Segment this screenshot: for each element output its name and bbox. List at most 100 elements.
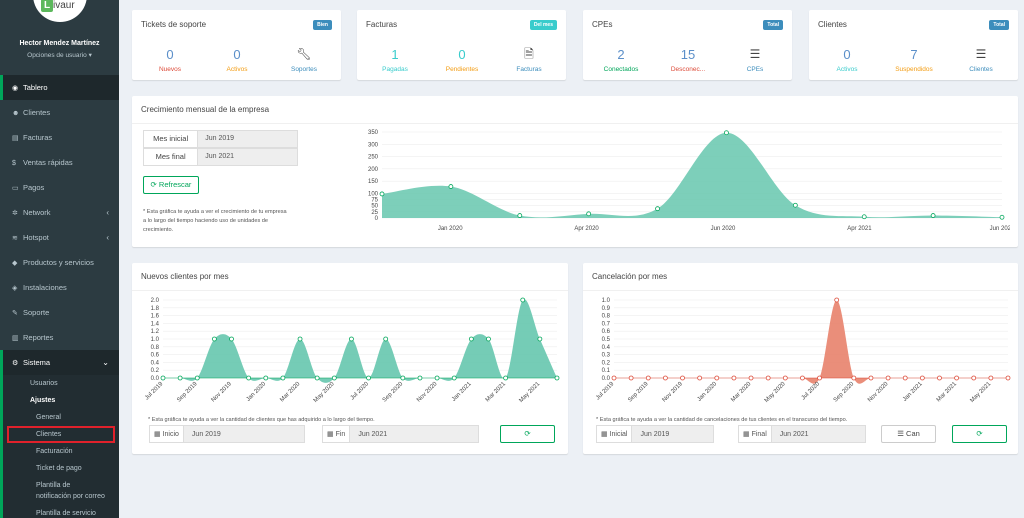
stat-cpes[interactable]: ☰ CPEs [720,47,790,73]
stat-suspendidos[interactable]: 7 Suspendidos [879,47,949,73]
user-options-link[interactable]: Opciones de usuario ▾ [27,52,92,59]
data-point [451,375,457,381]
y-tick-label: 250 [368,155,379,161]
data-point [280,375,286,381]
sidebar-item-network[interactable]: ✲ Network ‹ [0,200,119,225]
y-tick-label: 0.6 [602,329,611,335]
stat-desconectados[interactable]: 15 Desconec... [653,47,723,73]
sidebar-item-hotspot[interactable]: ≋ Hotspot ‹ [0,225,119,250]
stat-pagadas[interactable]: 1 Pagadas [360,47,430,73]
sidebar-item-label: Ventas rápidas [23,158,73,167]
y-tick-label: 0.6 [151,353,160,359]
data-point [503,375,509,381]
stat-facturas[interactable]: 🗎︎ Facturas [494,47,564,73]
stat-value: 7 [910,47,918,62]
x-tick-label: May 2020 [313,381,336,404]
sidebar-item-facturacion[interactable]: Facturación [36,448,73,455]
sidebar-item-general[interactable]: General [36,414,61,421]
chevron-down-icon: ⌄ [102,358,109,367]
stat-label: Conectados [603,66,639,73]
sidebar-item-ventas-r-pidas[interactable]: $ Ventas rápidas [0,150,119,175]
logo[interactable]: L ivaur [33,0,87,22]
mes-final-field[interactable]: Mes final Jun 2021 [143,148,298,166]
data-point [697,375,703,381]
field-value: Jun 2021 [770,425,866,443]
stat-soportes[interactable]: 🔧︎ Soportes [269,47,339,73]
sidebar-item-soporte[interactable]: ✎ Soporte [0,300,119,325]
stat-activos[interactable]: 0 Activos [812,47,882,73]
sidebar-item-clientes[interactable]: ☻ Clientes [0,100,119,125]
data-point [246,375,252,381]
stat-conectados[interactable]: 2 Conectados [586,47,656,73]
data-point [331,375,337,381]
inicial-field[interactable]: ▦ Inicial Jun 2019 [596,425,715,443]
stat-label: Pagadas [382,66,408,73]
stat-clientes[interactable]: ☰ Clientes [946,47,1016,73]
cancel-button[interactable]: ☰ Can [881,425,936,443]
calendar-icon: ▦ [154,431,161,438]
stat-label: Soportes [290,66,318,73]
data-point [1005,375,1011,381]
cancelacion-note: * Esta gráfica te ayuda a ver la cantida… [596,417,848,423]
status-badge: Del mes [529,20,557,30]
sidebar-item-facturas[interactable]: ▤ Facturas [0,125,119,150]
mes-inicial-field[interactable]: Mes inicial Jun 2019 [143,130,298,148]
refresh-button[interactable]: ⟳ [952,425,1007,443]
field-value: Jun 2019 [631,425,715,443]
data-point [999,214,1005,220]
data-point [902,375,908,381]
sidebar-item-plantilla-correo[interactable]: Plantilla de notificación por correo [3,477,119,505]
sidebar-menu: ◉ Tablero ☻ Clientes ▤ Facturas $ Ventas rápida… [0,75,119,350]
data-point [160,375,166,381]
stat-nuevos[interactable]: 0 Nuevos [135,47,205,73]
sidebar-item-sistema[interactable]: ⚙ Sistema ⌄ [0,350,119,375]
x-tick-label: Sep 2019 [627,381,650,404]
refresh-button[interactable]: ⟳ Refrescar [143,176,199,194]
stat-activos[interactable]: 0 Activos [202,47,272,73]
sidebar-item-label: notificación por correo [36,493,105,500]
data-point [366,375,371,381]
fin-field[interactable]: ▦ Fin Jun 2021 [322,425,480,443]
sidebar-item-instalaciones[interactable]: ◈ Instalaciones [0,275,119,300]
data-point [817,375,822,381]
data-point [314,375,320,381]
data-point [861,214,867,220]
data-point [434,375,440,381]
x-tick-label: Jan 2020 [245,381,267,403]
y-tick-label: 0.2 [602,360,611,366]
field-value: Jun 2019 [198,131,297,147]
sidebar-item-ticket-pago[interactable]: Ticket de pago [36,465,82,472]
refresh-button[interactable]: ⟳ [500,425,555,443]
sidebar-item-usuarios[interactable]: Usuarios [30,380,58,387]
inicio-field[interactable]: ▦ Inicio Jun 2019 [149,425,305,443]
area-series [614,300,1008,384]
stat-label: Facturas [516,66,542,73]
field-value: Jun 2021 [349,425,480,443]
y-tick-label: 0.9 [602,306,611,312]
x-tick-label: Sep 2020 [382,381,405,404]
calendar-icon: ▦ [601,431,608,438]
data-point [834,297,840,303]
sidebar-item-plantilla-servicio[interactable]: Plantilla de servicio [36,510,96,517]
field-label-text: Fin [335,431,346,438]
users-icon: ☻ [12,110,20,117]
data-point [645,375,651,381]
sidebar-item-pagos[interactable]: ▭ Pagos [0,175,119,200]
sidebar-item-reportes[interactable]: ▥ Reportes [0,325,119,350]
stat-value: 0 [233,47,241,62]
sidebar-item-label: Soporte [23,308,50,317]
final-field[interactable]: ▦ Final Jun 2021 [738,425,866,443]
stat-pendientes[interactable]: 0 Pendientes [427,47,497,73]
x-tick-label: Jul 2019 [595,381,616,402]
sidebar-item-label: Instalaciones [23,283,67,292]
sidebar-item-tablero[interactable]: ◉ Tablero [0,75,119,100]
y-tick-label: 0.1 [602,368,611,374]
sidebar-item-label: Productos y servicios [23,258,94,267]
sidebar-item-label: Tablero [23,83,48,92]
sidebar-item-productos-y-servicios[interactable]: ◆ Productos y servicios [0,250,119,275]
sidebar-item-clientes-settings[interactable]: Clientes [7,426,115,443]
x-tick-label: Nov 2020 [416,381,439,404]
y-tick-label: 1.2 [151,329,160,335]
stat-value: 2 [617,47,625,62]
sidebar-item-ajustes[interactable]: Ajustes [30,397,56,404]
